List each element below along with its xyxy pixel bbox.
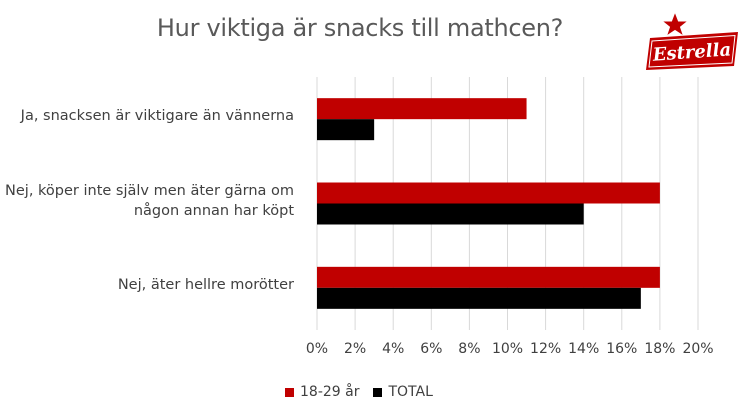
bar-18-29-1 — [317, 182, 660, 204]
category-label: Nej, köper inte själv men äter gärna om n… — [0, 181, 294, 221]
category-label-line: Ja, snacksen är viktigare än vännerna — [20, 108, 294, 125]
category-label-line: Nej, äter hellre morötter — [117, 276, 294, 293]
x-tick-label: 4% — [382, 341, 405, 357]
legend-label: TOTAL — [388, 384, 433, 400]
category-label-line: någon annan har köpt — [133, 202, 294, 219]
x-tick-label: 14% — [568, 341, 600, 357]
legend-swatch — [373, 387, 383, 397]
x-tick-label: 8% — [458, 341, 481, 357]
category-label: Ja, snacksen är viktigare än vännerna — [0, 106, 294, 126]
bar-total-2 — [317, 287, 641, 309]
x-tick-label: 18% — [644, 341, 676, 357]
star-icon — [660, 10, 690, 38]
legend: 18-29 år TOTAL — [285, 384, 447, 400]
x-tick-label: 0% — [305, 341, 329, 357]
x-tick-label: 2% — [343, 341, 367, 357]
bar-total-1 — [317, 203, 584, 225]
legend-swatch — [285, 387, 294, 397]
bar-18-29-2 — [317, 266, 660, 288]
x-tick-label: 16% — [606, 341, 638, 357]
legend-item-18-29: 18-29 år — [285, 384, 359, 400]
x-tick-label: 12% — [530, 341, 562, 357]
category-label-line: Nej, köper inte själv men äter gärna om — [5, 182, 294, 199]
estrella-logo: Estrella — [642, 8, 742, 72]
bar-total-0 — [317, 119, 375, 141]
x-tick-label: 20% — [682, 341, 714, 357]
category-label: Nej, äter hellre morötter — [0, 275, 294, 295]
bar-18-29-0 — [317, 98, 527, 120]
legend-label: 18-29 år — [300, 384, 360, 400]
chart-title: Hur viktiga är snacks till mathcen? — [156, 14, 564, 42]
x-tick-label: 10% — [491, 341, 524, 357]
x-tick-label: 6% — [420, 341, 443, 357]
legend-item-total: TOTAL — [373, 384, 433, 400]
